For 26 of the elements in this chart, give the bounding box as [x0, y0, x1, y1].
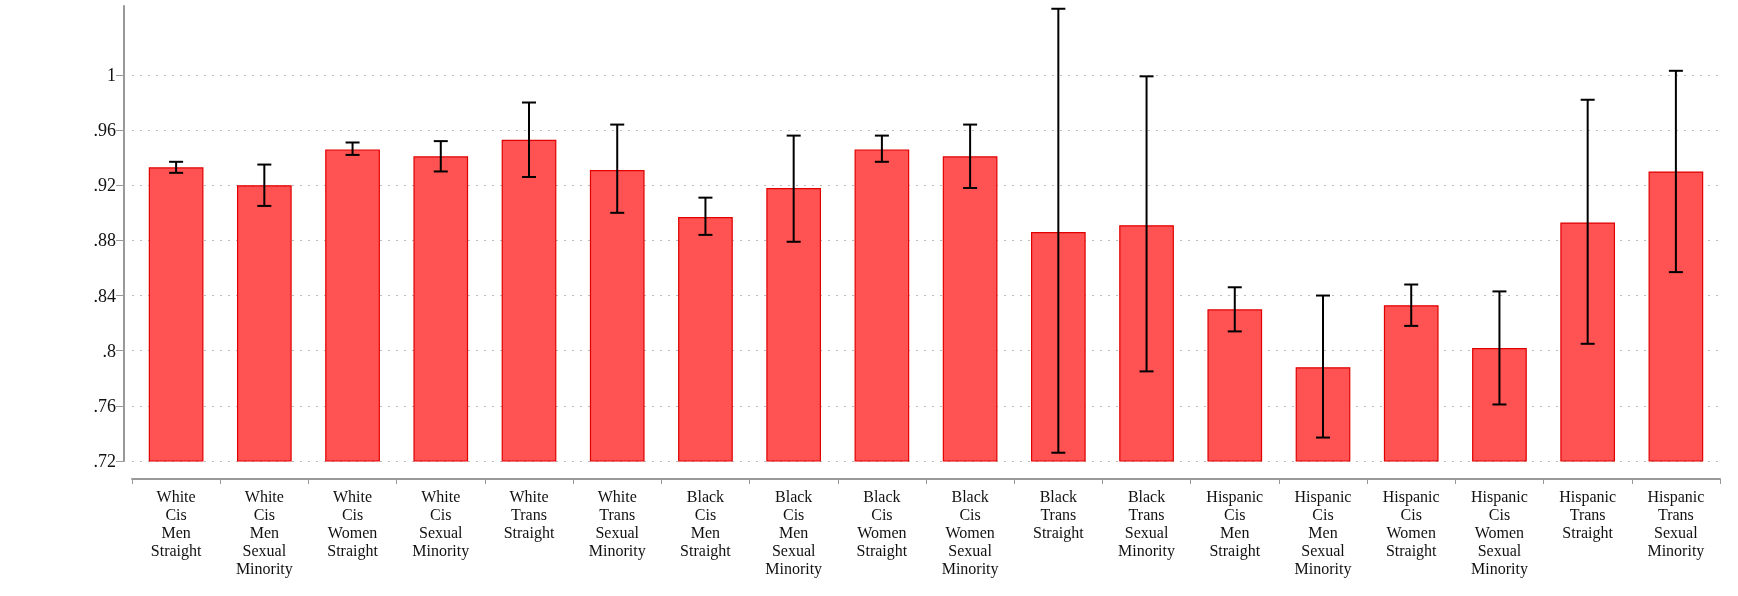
x-tick-label: White Cis Men Sexual Minority — [235, 487, 293, 578]
x-tick-label: Black Cis Men Straight — [680, 487, 732, 560]
x-tick-label: Black Cis Women Straight — [856, 487, 908, 560]
y-tick-label: .84 — [93, 285, 116, 306]
x-tick-label: Hispanic Cis Women Straight — [1382, 487, 1440, 560]
y-tick-label: .76 — [93, 395, 116, 416]
x-tick-label: Hispanic Trans Straight — [1559, 487, 1617, 542]
x-tick-label: Black Cis Women Sexual Minority — [941, 487, 999, 578]
y-tick-label: .88 — [93, 230, 116, 251]
y-tick-label: .96 — [93, 120, 116, 141]
x-tick-label: Hispanic Cis Women Sexual Minority — [1471, 487, 1528, 578]
x-tick-label: White Cis Sexual Minority — [412, 487, 470, 560]
x-tick-label: Hispanic Trans Sexual Minority — [1647, 487, 1705, 560]
x-tick-label: White Trans Straight — [503, 487, 555, 542]
x-tick-label: Black Trans Sexual Minority — [1118, 487, 1175, 560]
x-tick-label: White Trans Sexual Minority — [588, 487, 646, 560]
y-tick-label: .8 — [102, 340, 116, 361]
x-tick-label: White Cis Men Straight — [150, 487, 202, 560]
x-tick-label: White Cis Women Straight — [327, 487, 379, 560]
x-tick-label: Black Trans Straight — [1033, 487, 1085, 542]
y-tick-label: 1 — [107, 64, 116, 85]
x-tick-label: Hispanic Cis Men Sexual Minority — [1294, 487, 1352, 578]
x-tick-label: Hispanic Cis Men Straight — [1206, 487, 1264, 560]
y-tick-label: .92 — [93, 175, 116, 196]
x-tick-label: Black Cis Men Sexual Minority — [765, 487, 823, 578]
y-tick-label: .72 — [93, 451, 116, 471]
